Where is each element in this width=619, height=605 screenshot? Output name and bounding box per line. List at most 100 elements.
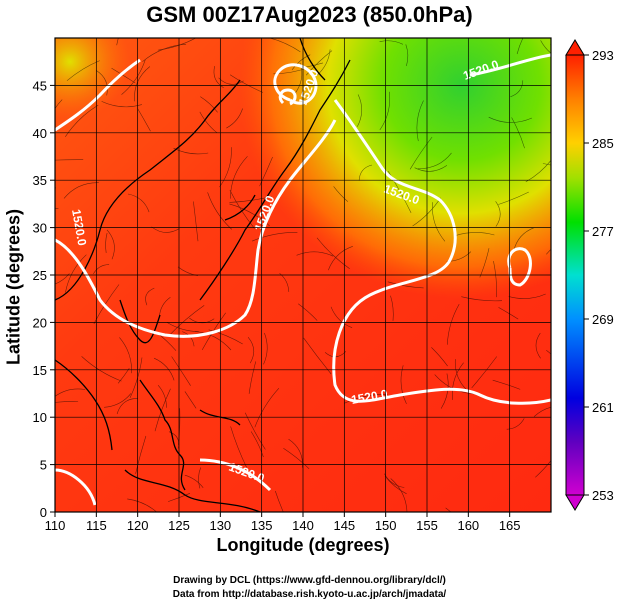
streamline xyxy=(229,74,264,93)
x-tick-label: 165 xyxy=(499,518,521,533)
x-tick-label: 115 xyxy=(86,518,107,533)
streamline xyxy=(81,356,122,382)
colorbar-tick-label: 285 xyxy=(592,136,614,151)
streamline xyxy=(121,59,146,95)
streamline xyxy=(229,196,272,203)
streamline xyxy=(540,40,551,54)
streamline xyxy=(493,261,498,298)
streamline xyxy=(303,337,332,375)
streamline xyxy=(268,38,301,53)
streamline xyxy=(230,426,247,468)
streamline xyxy=(157,385,167,408)
streamline xyxy=(184,474,204,488)
colorbar: 293 285 277 269 261 253 xyxy=(565,39,614,511)
streamline xyxy=(65,254,87,293)
y-tick-label: 10 xyxy=(33,410,47,425)
streamline xyxy=(283,448,310,470)
streamline xyxy=(93,284,120,324)
streamline xyxy=(506,418,525,430)
colorbar-tick-label: 261 xyxy=(592,400,614,415)
streamline xyxy=(55,159,84,161)
x-tick-label: 120 xyxy=(127,518,149,533)
chart-title: GSM 00Z17Aug2023 (850.0hPa) xyxy=(146,2,473,27)
streamline xyxy=(219,147,232,188)
streamline xyxy=(250,431,264,458)
streamline xyxy=(279,272,290,292)
colorbar-tick-label: 293 xyxy=(592,48,614,63)
streamline xyxy=(445,507,452,512)
x-tick-label: 130 xyxy=(209,518,231,533)
x-axis-label: Longitude (degrees) xyxy=(216,535,390,555)
colorbar-bottom-arrow xyxy=(565,494,585,511)
credit-drawing: Drawing by DCL (https://www.gfd-dennou.o… xyxy=(173,575,446,586)
streamline xyxy=(358,164,373,181)
streamline xyxy=(167,322,199,332)
streamline xyxy=(226,108,243,129)
streamline xyxy=(431,347,448,367)
streamline xyxy=(93,264,110,275)
streamline xyxy=(189,317,215,324)
y-tick-label: 40 xyxy=(33,126,47,141)
streamline xyxy=(296,251,334,257)
streamline xyxy=(440,373,449,409)
streamline xyxy=(63,182,99,199)
streamline xyxy=(55,401,79,403)
y-tick-label: 30 xyxy=(33,221,47,236)
streamline xyxy=(153,357,175,381)
streamline xyxy=(390,295,394,321)
credit-data-source: Data from http://database.rish.kyoto-u.a… xyxy=(172,589,447,600)
streamline xyxy=(247,337,255,364)
streamline xyxy=(259,156,273,187)
streamline xyxy=(432,202,446,242)
streamline xyxy=(400,365,407,405)
streamline xyxy=(65,104,99,137)
streamline xyxy=(387,170,412,214)
streamline xyxy=(535,460,551,478)
streamline xyxy=(414,165,448,172)
streamline xyxy=(230,156,248,199)
streamline xyxy=(208,329,243,345)
y-tick-label: 35 xyxy=(33,173,47,188)
streamline xyxy=(409,136,433,170)
streamline xyxy=(116,398,138,415)
x-axis-ticks: 110 115 120 125 130 135 140 145 150 155 160 165 xyxy=(45,512,521,533)
streamline xyxy=(154,388,171,432)
streamline xyxy=(251,231,298,242)
streamline xyxy=(498,307,519,320)
streamline xyxy=(357,94,363,127)
graticule xyxy=(55,38,551,512)
colorbar-body xyxy=(565,54,585,496)
streamline xyxy=(66,60,100,81)
streamline xyxy=(384,475,407,495)
streamline xyxy=(199,111,218,133)
streamline xyxy=(198,467,201,489)
streamline xyxy=(101,101,142,108)
y-axis-ticks: 0 5 10 15 20 25 30 35 40 45 xyxy=(33,78,55,520)
streamline xyxy=(184,391,197,409)
streamline xyxy=(55,273,70,285)
y-tick-label: 20 xyxy=(33,315,47,330)
streamline xyxy=(55,207,59,209)
streamline xyxy=(127,193,150,213)
streamline xyxy=(117,367,130,384)
streamline xyxy=(390,478,408,512)
streamline xyxy=(291,54,311,70)
streamline xyxy=(111,67,136,84)
streamline xyxy=(263,332,268,365)
streamline xyxy=(171,356,191,386)
streamline xyxy=(135,435,147,474)
streamline xyxy=(213,66,224,88)
streamline xyxy=(194,331,232,351)
streamline xyxy=(135,38,137,39)
x-tick-label: 145 xyxy=(333,518,355,533)
streamline xyxy=(471,356,498,389)
x-tick-label: 140 xyxy=(292,518,314,533)
streamline xyxy=(137,108,151,132)
streamline xyxy=(488,116,533,123)
colorbar-tick-label: 277 xyxy=(592,224,614,239)
streamline xyxy=(546,350,551,355)
x-tick-label: 150 xyxy=(375,518,397,533)
streamline xyxy=(498,191,529,205)
contour-label: 1520.0 xyxy=(350,387,389,407)
